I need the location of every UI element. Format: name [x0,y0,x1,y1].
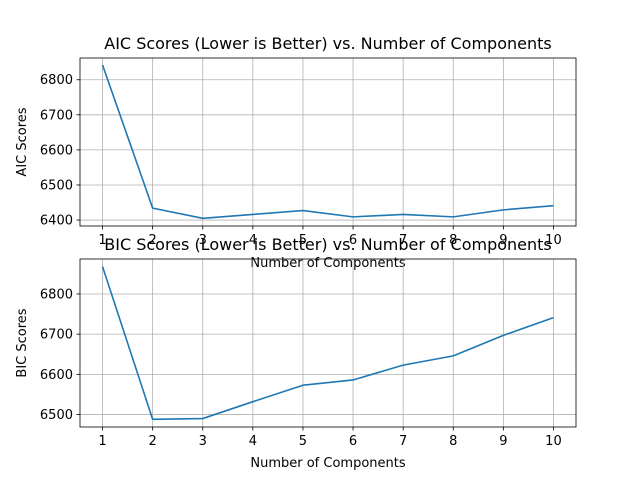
bic-x-tick-label: 3 [199,434,207,449]
aic-chart-title: AIC Scores (Lower is Better) vs. Number … [104,34,551,53]
bic-x-tick-label: 6 [349,434,357,449]
bic-x-tick-label: 10 [545,434,562,449]
bic-x-tick-label: 7 [399,434,407,449]
bic-y-tick-label: 6700 [40,328,73,343]
bic-y-tick-label: 6800 [40,287,73,302]
aic-y-tick-label: 6800 [40,73,73,88]
bic-x-tick-label: 5 [299,434,307,449]
bic-x-tick-label: 1 [98,434,106,449]
bic-x-tick-label: 2 [149,434,157,449]
bic-x-axis-label: Number of Components [250,456,405,471]
bic-chart-title: BIC Scores (Lower is Better) vs. Number … [104,235,552,254]
bic-y-axis-label: BIC Scores [15,308,30,377]
aic-y-axis-label: AIC Scores [15,107,30,176]
aic-x-axis-label: Number of Components [250,256,405,271]
bic-x-tick-label: 4 [249,434,257,449]
bic-y-tick-label: 6600 [40,368,73,383]
aic-y-tick-label: 6400 [40,214,73,229]
bic-x-tick-label: 9 [499,434,507,449]
aic-y-tick-label: 6500 [40,178,73,193]
bic-x-tick-label: 8 [449,434,457,449]
aic-y-tick-label: 6700 [40,108,73,123]
bic-y-tick-label: 6500 [40,408,73,423]
aic-y-tick-label: 6600 [40,143,73,158]
